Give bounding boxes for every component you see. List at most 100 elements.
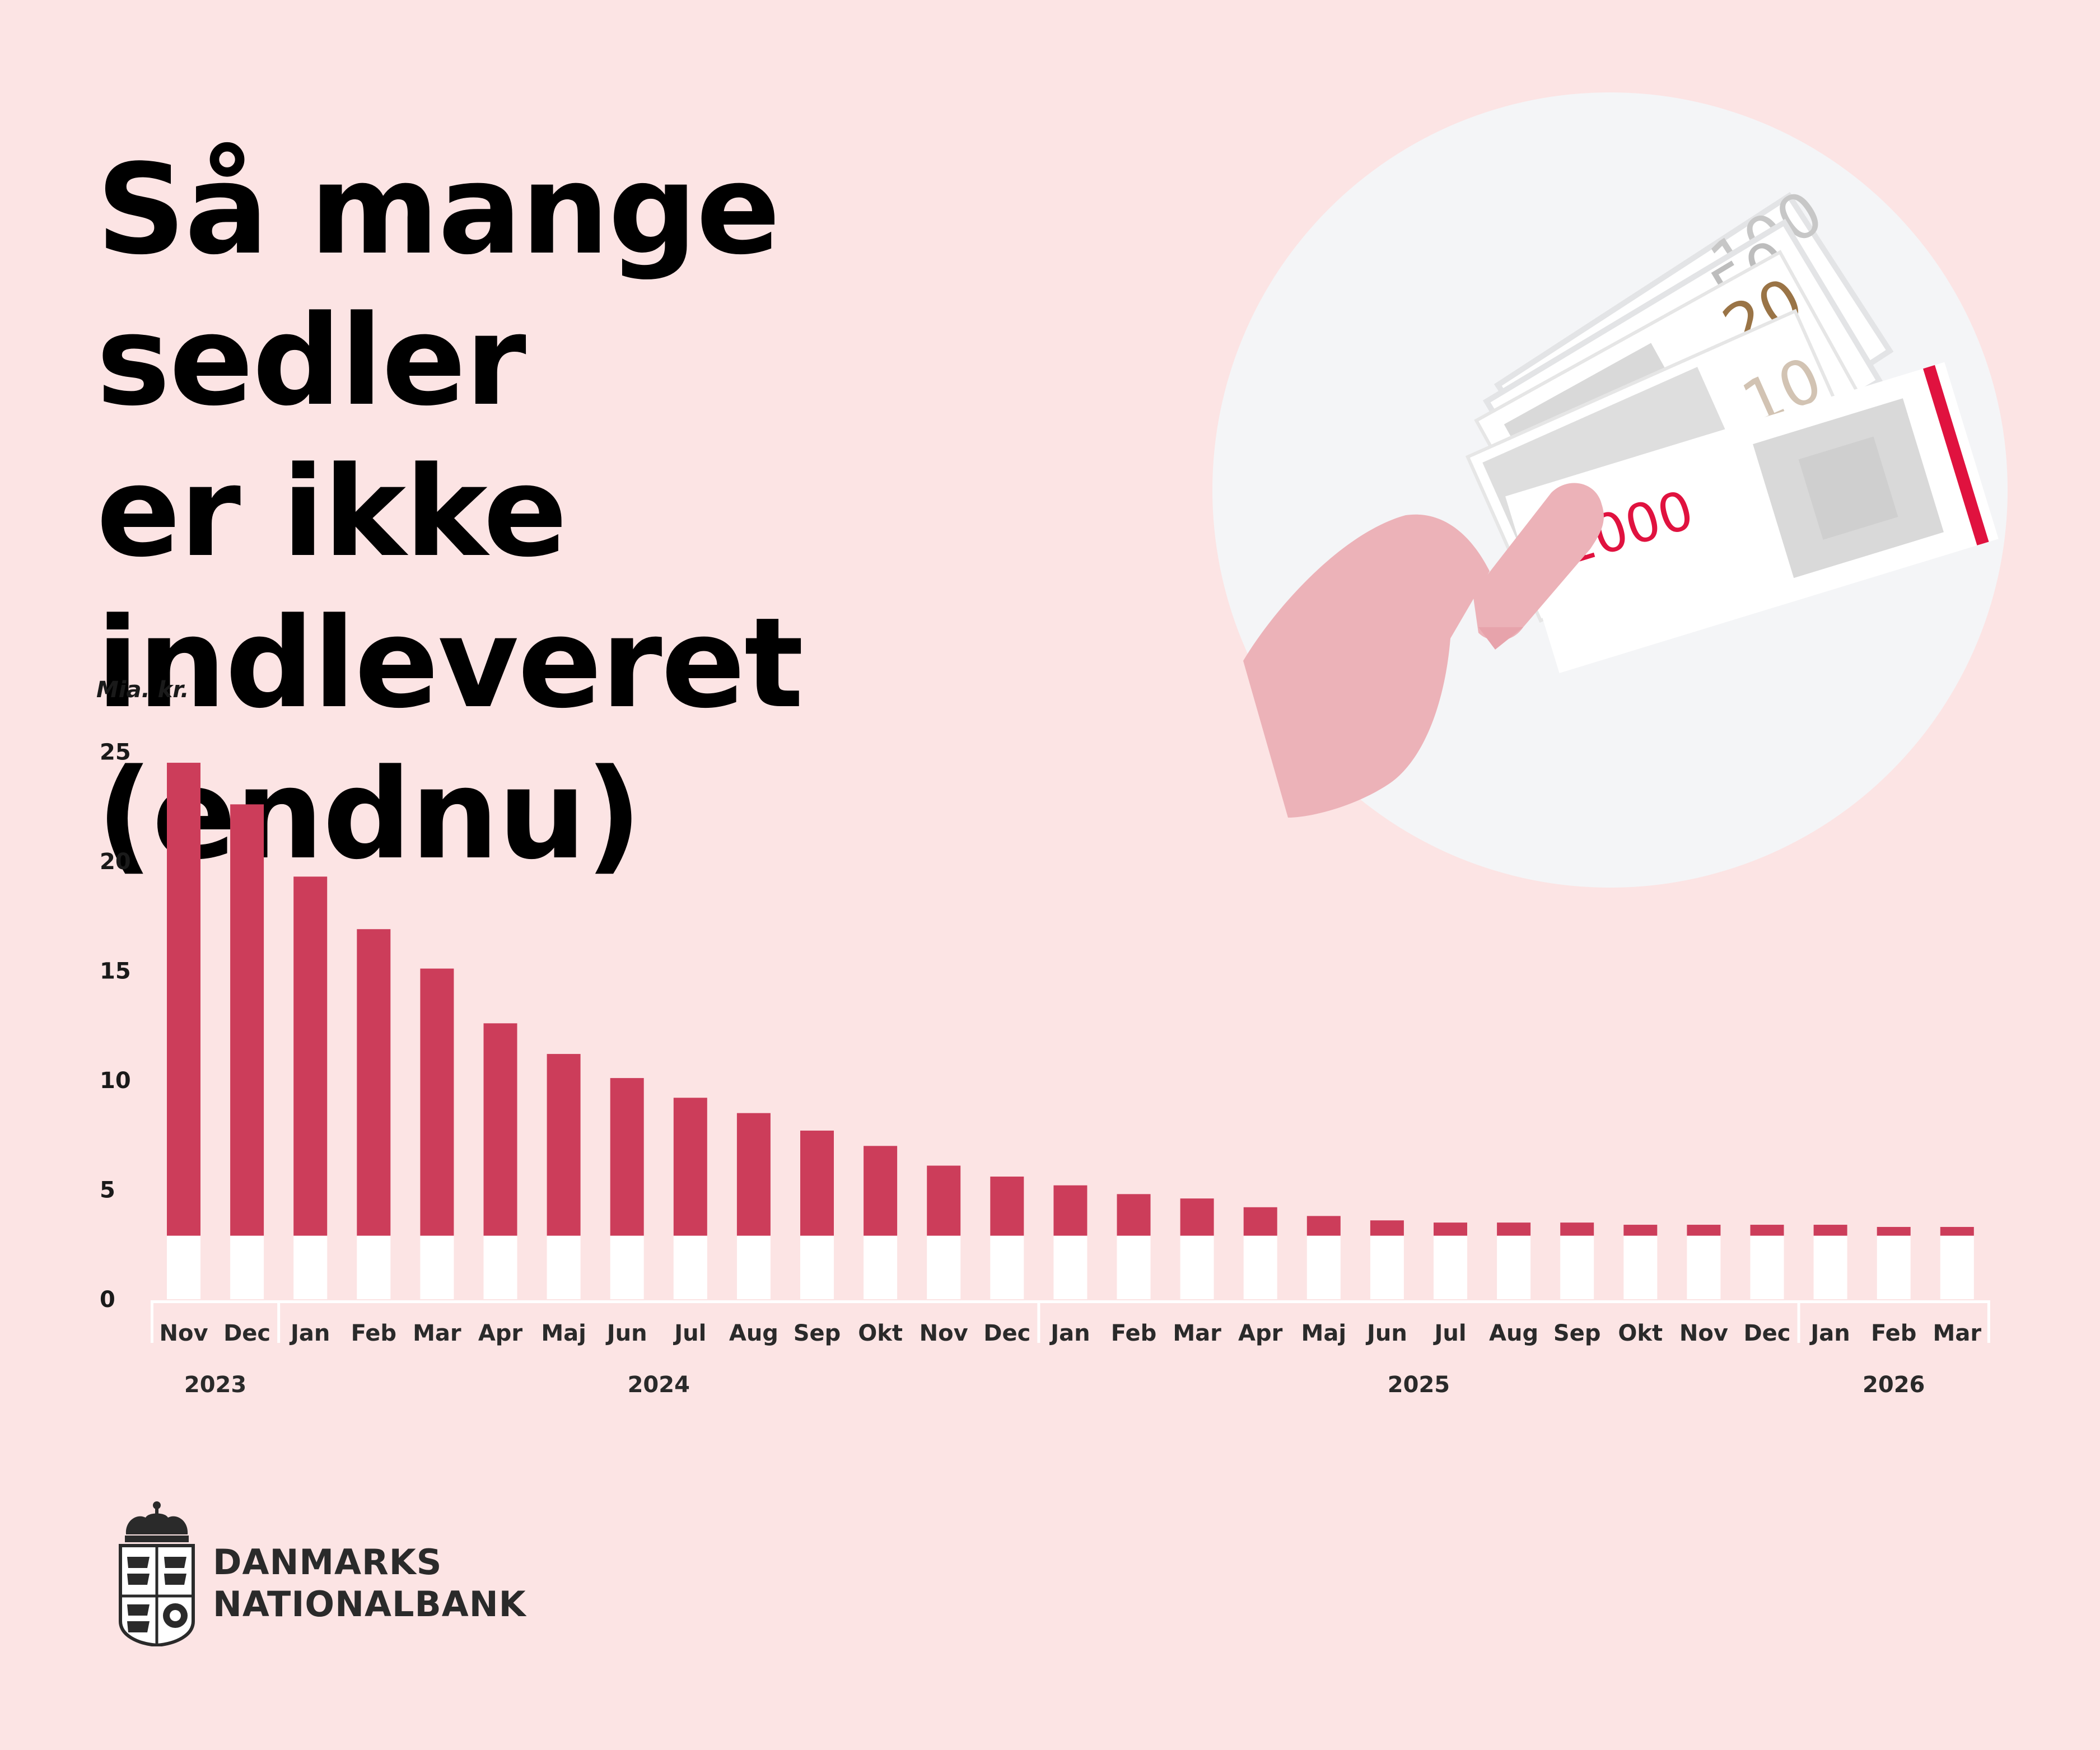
x-tick-label: Maj — [1301, 1320, 1347, 1346]
x-tick-label: Mar — [1933, 1320, 1982, 1346]
bar-base — [1497, 1235, 1531, 1299]
bar — [1813, 1225, 1847, 1236]
y-tick-label: 15 — [100, 959, 131, 984]
bar — [1370, 1220, 1404, 1236]
bar — [1053, 1185, 1088, 1236]
bar-base — [673, 1235, 707, 1299]
bar-base — [1623, 1235, 1658, 1299]
x-tick-label: Jul — [1432, 1320, 1466, 1346]
bar — [1940, 1226, 1974, 1236]
bar-base — [1560, 1235, 1594, 1299]
bar — [293, 876, 328, 1236]
bar — [864, 1146, 898, 1236]
bar — [736, 1113, 771, 1236]
bar — [1497, 1222, 1531, 1236]
bar-base — [1053, 1235, 1088, 1299]
bar-base — [1877, 1235, 1911, 1299]
bar-base — [1243, 1235, 1277, 1299]
crest-logo — [119, 1501, 195, 1646]
bar — [1434, 1222, 1467, 1236]
bar-base — [1306, 1235, 1341, 1299]
bar — [1117, 1194, 1151, 1236]
x-tick-label: Feb — [1871, 1320, 1916, 1346]
bar-base — [1750, 1235, 1784, 1299]
bar — [673, 1098, 707, 1236]
x-tick-label: Aug — [1489, 1320, 1538, 1346]
x-tick-label: Maj — [541, 1320, 586, 1346]
x-tick-label: Dec — [1743, 1320, 1790, 1346]
bar — [357, 929, 391, 1236]
bar-base — [357, 1235, 391, 1299]
x-tick-label: Nov — [1679, 1320, 1728, 1346]
bar — [1560, 1222, 1594, 1236]
bar-base — [1117, 1235, 1151, 1299]
bar-base — [1813, 1235, 1847, 1299]
x-tick-label: Jun — [605, 1320, 647, 1346]
bar-base — [547, 1235, 581, 1299]
bar — [927, 1165, 961, 1236]
x-tick-label: Apr — [1238, 1320, 1283, 1346]
year-separator — [1987, 1300, 1990, 1343]
x-tick-label: Dec — [223, 1320, 270, 1346]
bar-base — [167, 1235, 200, 1299]
logo-line-2: NATIONALBANK — [213, 1584, 526, 1625]
bar — [800, 1130, 834, 1236]
year-label: 2026 — [1863, 1372, 1925, 1398]
x-tick-label: Okt — [858, 1320, 903, 1346]
x-tick-label: Aug — [729, 1320, 778, 1346]
bar-base — [736, 1235, 771, 1299]
bar-base — [230, 1235, 264, 1299]
bar-base — [1940, 1235, 1974, 1299]
x-tick-label: Mar — [413, 1320, 461, 1346]
hand — [1243, 483, 1604, 818]
bar-base — [1370, 1235, 1404, 1299]
y-tick-label: 20 — [100, 849, 131, 875]
x-tick-label: Mar — [1173, 1320, 1221, 1346]
x-tick-label: Nov — [159, 1320, 208, 1346]
bar — [1687, 1225, 1721, 1236]
bar — [1877, 1226, 1911, 1236]
year-separator — [277, 1300, 281, 1343]
bar — [230, 804, 264, 1236]
bar — [1750, 1225, 1784, 1236]
bar-base — [610, 1235, 644, 1299]
x-tick-label: Nov — [920, 1320, 968, 1346]
y-tick-label: 25 — [100, 740, 131, 766]
bar — [547, 1054, 581, 1236]
bar-base — [1687, 1235, 1721, 1299]
bar — [1623, 1225, 1658, 1236]
bar — [610, 1078, 644, 1236]
x-tick-label: Jan — [1049, 1320, 1090, 1346]
bar-base — [990, 1235, 1024, 1299]
year-separator — [1037, 1300, 1040, 1343]
bar-base — [800, 1235, 834, 1299]
year-separator — [1797, 1300, 1800, 1343]
year-label: 2024 — [628, 1372, 690, 1398]
x-tick-label: Okt — [1618, 1320, 1663, 1346]
bar — [167, 763, 200, 1236]
bar-base — [927, 1235, 961, 1299]
bar — [1180, 1198, 1214, 1236]
y-tick-label: 0 — [100, 1287, 115, 1313]
year-separator — [150, 1300, 153, 1343]
bar — [990, 1177, 1024, 1236]
x-tick-label: Apr — [478, 1320, 523, 1346]
bar — [1306, 1216, 1341, 1236]
bar-base — [864, 1235, 898, 1299]
year-label: 2023 — [184, 1372, 246, 1398]
x-tick-label: Jan — [1809, 1320, 1850, 1346]
logo-line-1: DANMARKS — [213, 1542, 442, 1583]
bar-series — [167, 763, 1974, 1299]
bar-base — [1434, 1235, 1467, 1299]
year-label: 2025 — [1388, 1372, 1450, 1398]
bar-base — [483, 1235, 517, 1299]
bar-base — [1180, 1235, 1214, 1299]
x-tick-label: Jul — [673, 1320, 706, 1346]
bar-base — [293, 1235, 328, 1299]
x-tick-label: Sep — [1553, 1320, 1601, 1346]
x-tick-label: Feb — [351, 1320, 396, 1346]
title-line-2: er ikke indleveret — [96, 440, 804, 736]
bar — [420, 968, 454, 1236]
x-tick-label: Sep — [794, 1320, 841, 1346]
